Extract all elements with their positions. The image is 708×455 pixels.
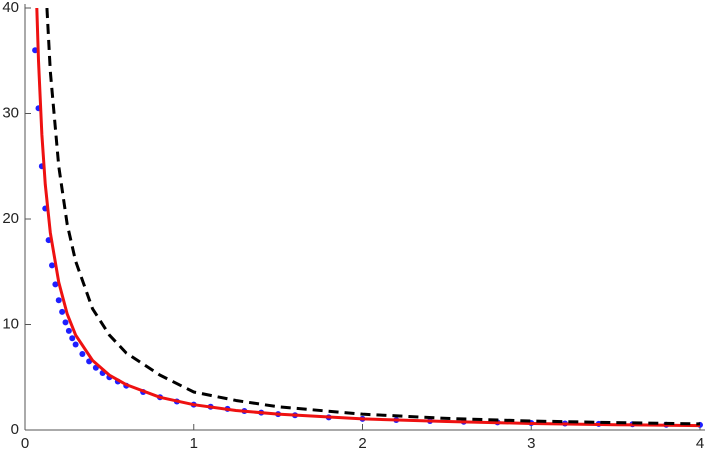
x-tick-label: 0 [21, 435, 29, 452]
data-point [59, 308, 66, 315]
data-point [52, 281, 59, 288]
y-tick-label: 40 [2, 0, 19, 16]
line-series [35, 8, 701, 428]
y-tick-label: 20 [2, 210, 19, 227]
data-point [49, 262, 55, 269]
x-tick-label: 2 [358, 435, 366, 452]
x-tick-label: 4 [696, 435, 704, 452]
data-point [65, 327, 72, 334]
y-tick-label: 0 [11, 421, 19, 438]
y-tick-label: 10 [2, 315, 19, 332]
data-point [79, 351, 86, 358]
data-point [55, 297, 62, 304]
data-point [69, 335, 76, 342]
x-tick-label: 1 [190, 435, 198, 452]
y-tick-label: 30 [2, 104, 19, 121]
data-point [62, 319, 69, 326]
plot-area [32, 8, 703, 428]
x-tick-label: 3 [527, 435, 535, 452]
line-series [45, 8, 701, 426]
data-point [72, 341, 79, 348]
